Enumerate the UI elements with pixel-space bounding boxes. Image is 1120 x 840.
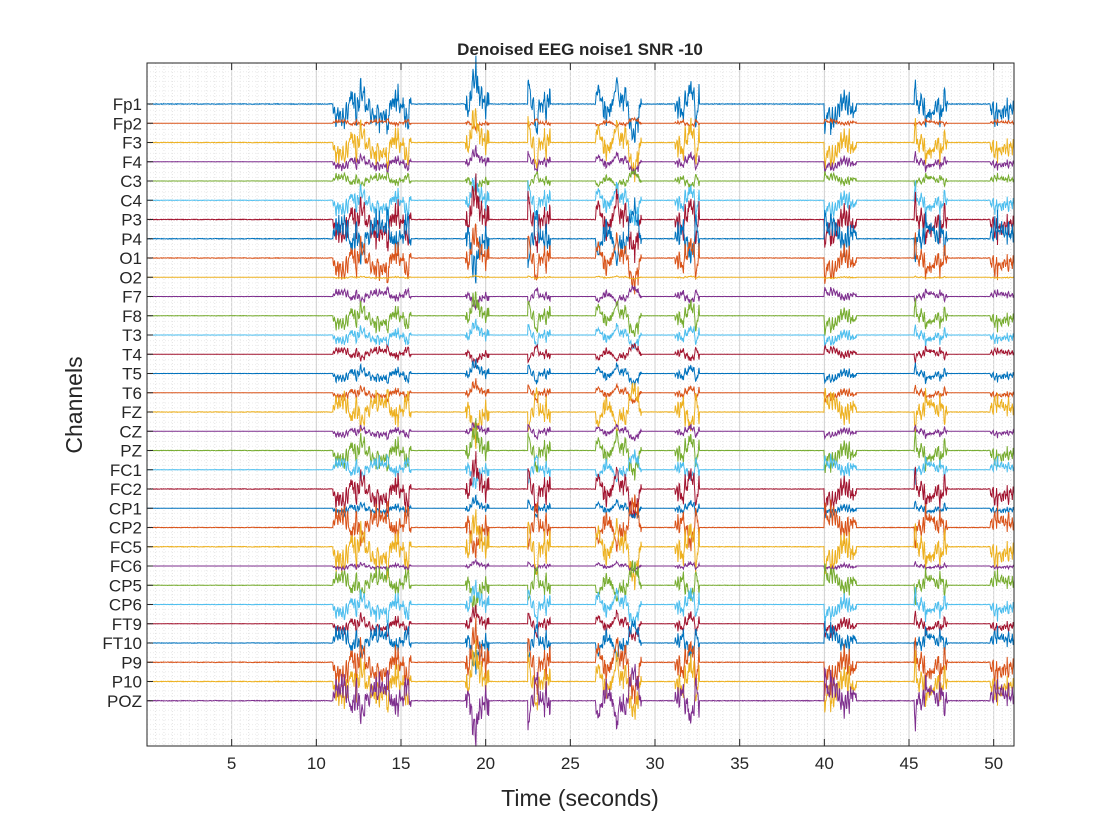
trace-p10: [147, 639, 1015, 720]
trace-ft10: [147, 620, 1015, 675]
x-tick-label: 45: [900, 754, 919, 773]
channel-label-pz: PZ: [120, 442, 142, 461]
trace-o1: [147, 223, 1015, 295]
y-axis-label: Channels: [61, 356, 87, 453]
channel-label-p4: P4: [121, 230, 142, 249]
plot-area: [147, 63, 1014, 746]
trace-cz: [147, 419, 1015, 442]
channel-label-ft9: FT9: [112, 615, 142, 634]
trace-fc1: [147, 449, 1015, 490]
channel-label-poz: POZ: [107, 692, 142, 711]
trace-fz: [147, 382, 1015, 450]
trace-t6: [147, 378, 1015, 404]
channel-label-p3: P3: [121, 211, 142, 230]
x-tick-label: 25: [561, 754, 580, 773]
channel-label-cz: CZ: [119, 422, 142, 441]
channel-label-o2: O2: [119, 268, 142, 287]
trace-o2: [147, 274, 1015, 280]
x-axis-ticks: 5 10 15 20 25 30 35 40 45 50: [227, 63, 1003, 773]
channel-label-cp2: CP2: [109, 519, 142, 538]
channel-label-c3: C3: [120, 172, 142, 191]
trace-f8: [147, 291, 1015, 337]
trace-cp1: [147, 494, 1015, 519]
trace-cp6: [146, 579, 1015, 630]
channel-label-p9: P9: [121, 653, 142, 672]
plot-box: [146, 62, 1015, 747]
channel-label-t5: T5: [122, 365, 142, 384]
channel-traces: [146, 55, 1015, 747]
chart-title: Denoised EEG noise1 SNR -10: [457, 40, 703, 59]
channel-label-t4: T4: [122, 345, 142, 364]
trace-ft9: [147, 604, 1015, 642]
trace-fc2: [147, 451, 1015, 519]
channel-label-o1: O1: [119, 249, 142, 268]
trace-t3: [146, 318, 1015, 350]
trace-p9: [146, 617, 1015, 704]
channel-label-f4: F4: [122, 153, 142, 172]
channel-label-fp1: Fp1: [113, 95, 142, 114]
channel-label-ft10: FT10: [102, 634, 142, 653]
channel-label-fc2: FC2: [110, 480, 142, 499]
trace-c3: [147, 168, 1015, 195]
channel-label-f7: F7: [122, 288, 142, 307]
channel-label-t6: T6: [122, 384, 142, 403]
trace-p4: [146, 197, 1015, 284]
channel-label-p10: P10: [112, 673, 142, 692]
trace-cp2: [147, 494, 1015, 560]
trace-c4: [147, 174, 1015, 226]
trace-fc5: [147, 509, 1015, 591]
trace-fp1: [147, 55, 1015, 143]
channel-label-cp6: CP6: [109, 596, 142, 615]
trace-fp2: [147, 116, 1015, 133]
channel-label-fc6: FC6: [110, 557, 142, 576]
trace-fc6: [147, 557, 1015, 573]
channel-label-fp2: Fp2: [113, 114, 142, 133]
trace-t4: [147, 342, 1015, 368]
trace-t5: [147, 358, 1015, 388]
channel-label-t3: T3: [122, 326, 142, 345]
channel-label-cp1: CP1: [109, 499, 142, 518]
channel-label-fc1: FC1: [110, 461, 142, 480]
x-tick-label: 15: [392, 754, 411, 773]
channel-label-fc5: FC5: [110, 538, 142, 557]
channel-label-cp5: CP5: [109, 576, 142, 595]
trace-p3: [147, 173, 1015, 264]
trace-cp5: [147, 559, 1015, 613]
trace-poz: [147, 663, 1015, 747]
channel-label-fz: FZ: [121, 403, 142, 422]
x-tick-label: 20: [476, 754, 495, 773]
x-tick-label: 50: [984, 754, 1003, 773]
trace-f3: [147, 108, 1015, 183]
x-axis-label: Time (seconds): [501, 785, 659, 811]
x-tick-label: 10: [307, 754, 326, 773]
channel-label-f8: F8: [122, 307, 142, 326]
trace-f4: [147, 145, 1015, 175]
channel-ticks: Fp1Fp2F3F4C3C4P3P4O1O2F7F8T3T4T5T6FZCZPZ…: [102, 95, 153, 711]
trace-f7: [147, 284, 1015, 311]
trace-pz: [147, 417, 1015, 481]
x-tick-label: 5: [227, 754, 236, 773]
channel-label-c4: C4: [120, 191, 142, 210]
x-tick-label: 30: [646, 754, 665, 773]
channel-label-f3: F3: [122, 134, 142, 153]
x-tick-label: 35: [730, 754, 749, 773]
x-tick-label: 40: [815, 754, 834, 773]
